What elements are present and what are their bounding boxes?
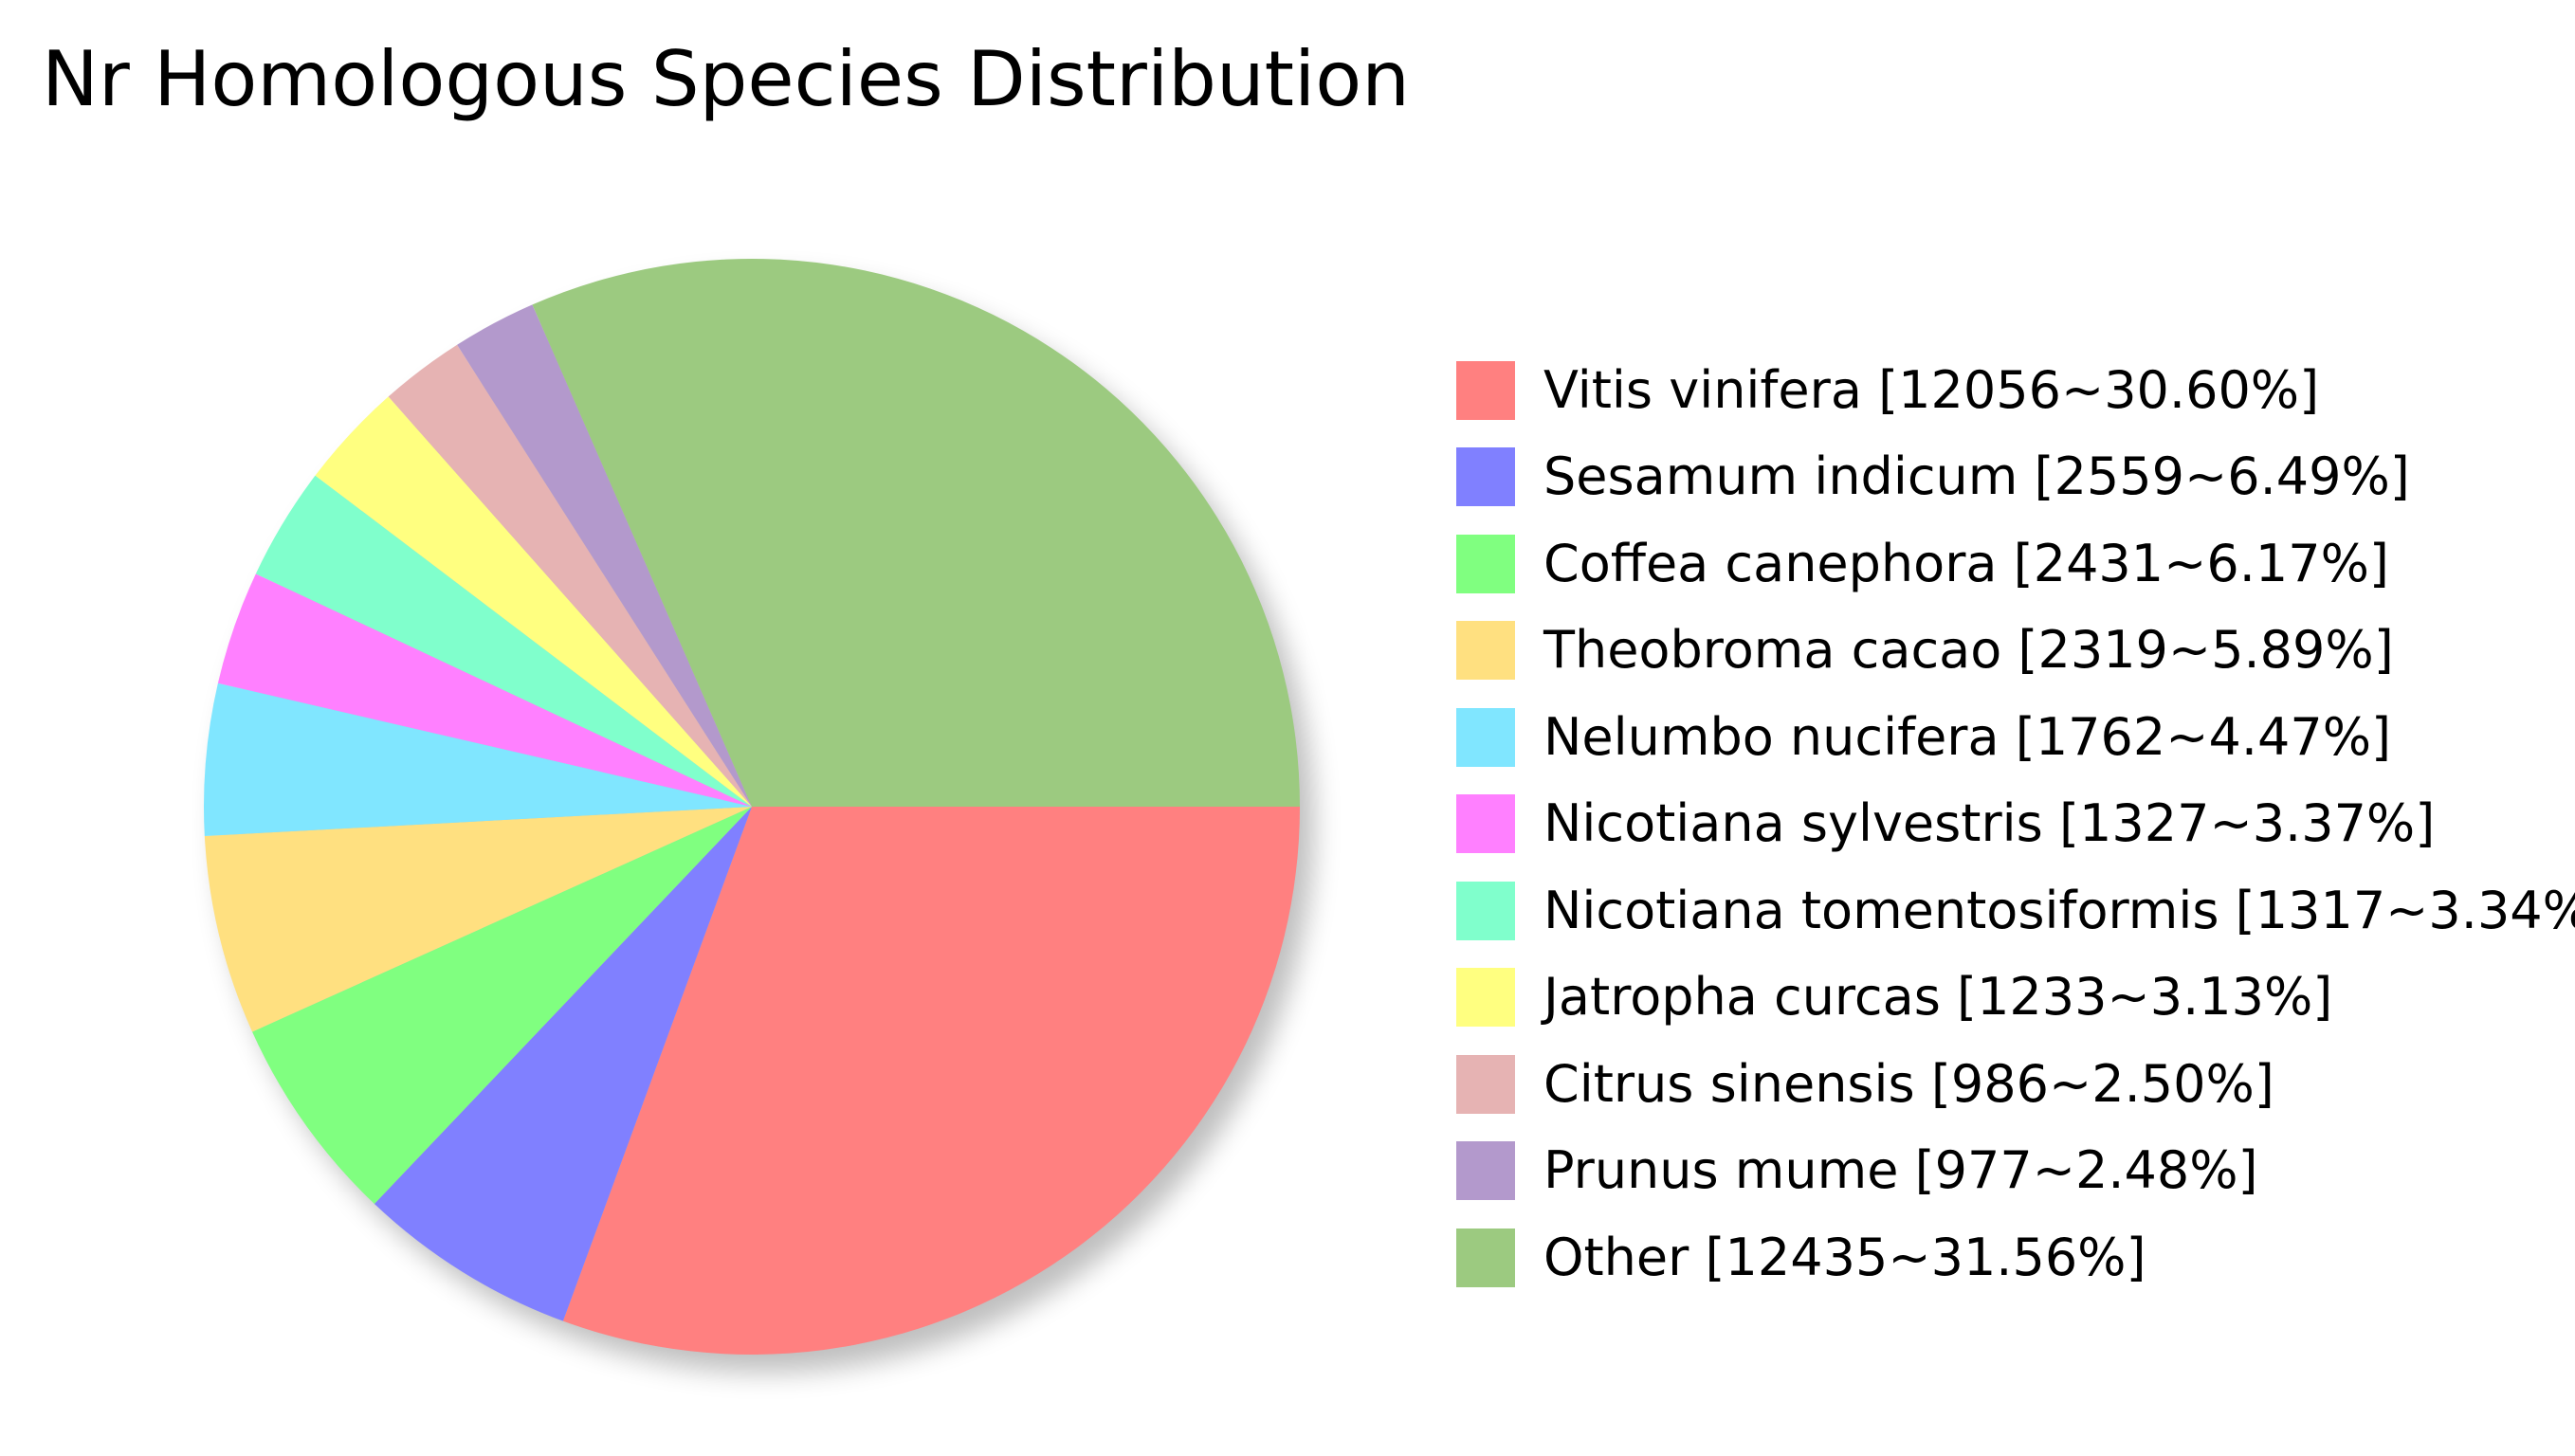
legend-item: Citrus sinensis [986~2.50%] <box>1456 1041 2575 1128</box>
legend-item: Nicotiana sylvestris [1327~3.37%] <box>1456 781 2575 868</box>
legend-swatch <box>1456 534 1515 593</box>
legend-item: Other [12435~31.56%] <box>1456 1214 2575 1301</box>
legend-swatch <box>1456 360 1515 420</box>
legend-label: Jatropha curcas [1233~3.13%] <box>1543 967 2333 1028</box>
pie-slice-sesamum-indicum <box>374 807 752 1321</box>
legend-item: Theobroma cacao [2319~5.89%] <box>1456 608 2575 695</box>
pie-slice-other <box>532 258 1300 807</box>
legend-item: Coffea canephora [2431~6.17%] <box>1456 520 2575 608</box>
chart-legend: Vitis vinifera [12056~30.60%] Sesamum ind… <box>1456 347 2575 1301</box>
legend-swatch <box>1456 707 1515 767</box>
legend-swatch <box>1456 881 1515 940</box>
legend-label: Nicotiana sylvestris [1327~3.37%] <box>1543 793 2436 854</box>
legend-label: Theobroma cacao [2319~5.89%] <box>1543 620 2394 681</box>
legend-label: Nicotiana tomentosiformis [1317~3.34%] <box>1543 880 2575 940</box>
legend-label: Vitis vinifera [12056~30.60%] <box>1543 359 2320 420</box>
legend-swatch <box>1456 1228 1515 1287</box>
pie-slices <box>204 258 1300 1355</box>
pie-slice-nelumbo-nucifera <box>204 682 753 836</box>
legend-label: Citrus sinensis [986~2.50%] <box>1543 1053 2274 1114</box>
legend-item: Nelumbo nucifera [1762~4.47%] <box>1456 694 2575 781</box>
legend-item: Prunus mume [977~2.48%] <box>1456 1128 2575 1215</box>
pie-slice-nicotiana-sylvestris <box>217 573 752 807</box>
legend-swatch <box>1456 447 1515 507</box>
legend-swatch <box>1456 1054 1515 1114</box>
legend-item: Jatropha curcas [1233~3.13%] <box>1456 955 2575 1042</box>
pie-slice-coffea-canephora <box>252 807 753 1205</box>
pie-slice-theobroma-cacao <box>204 807 752 1032</box>
legend-swatch <box>1456 1141 1515 1201</box>
legend-label: Coffea canephora [2431~6.17%] <box>1543 533 2390 593</box>
legend-item: Vitis vinifera [12056~30.60%] <box>1456 347 2575 434</box>
legend-label: Sesamum indicum [2559~6.49%] <box>1543 446 2410 507</box>
pie-slice-citrus-sinensis <box>388 344 752 807</box>
legend-label: Nelumbo nucifera [1762~4.47%] <box>1543 706 2392 767</box>
legend-swatch <box>1456 968 1515 1028</box>
legend-swatch <box>1456 621 1515 681</box>
chart-title: Nr Homologous Species Distribution <box>42 35 1410 123</box>
pie-slice-jatropha-curcas <box>315 396 752 807</box>
legend-label: Prunus mume [977~2.48%] <box>1543 1140 2258 1201</box>
pie-slice-prunus-mume <box>457 304 752 807</box>
legend-label: Other [12435~31.56%] <box>1543 1227 2146 1287</box>
pie-slice-nicotiana-tomentosiformis <box>255 475 752 807</box>
pie-slice-vitis-vinifera <box>562 807 1300 1355</box>
legend-item: Nicotiana tomentosiformis [1317~3.34%] <box>1456 867 2575 955</box>
legend-item: Sesamum indicum [2559~6.49%] <box>1456 434 2575 521</box>
legend-swatch <box>1456 794 1515 854</box>
